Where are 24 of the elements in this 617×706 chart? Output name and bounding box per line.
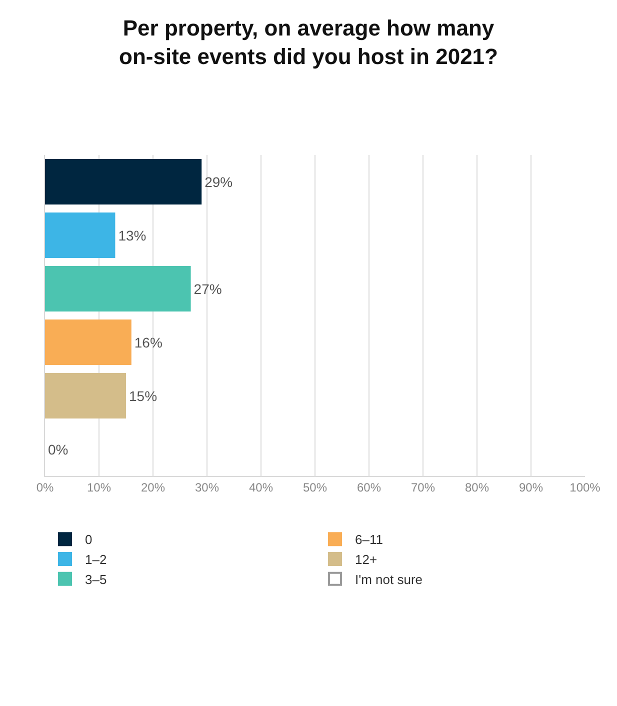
x-tick-label: 10% bbox=[86, 480, 112, 494]
data-label: 13% bbox=[118, 227, 146, 244]
x-tick-label: 0% bbox=[36, 480, 54, 494]
x-tick-label: 70% bbox=[410, 480, 436, 494]
legend-label: I'm not sure bbox=[355, 572, 423, 587]
legend-label: 3–5 bbox=[85, 572, 107, 587]
x-tick-label: 100% bbox=[570, 480, 601, 494]
x-tick-label: 90% bbox=[518, 480, 544, 494]
data-label: 0% bbox=[48, 441, 68, 458]
data-label: 16% bbox=[134, 334, 162, 350]
chart-title: Per property, on average how many on-site events did you host in 2021? bbox=[119, 15, 498, 69]
legend-label: 1–2 bbox=[85, 552, 107, 568]
legend-label: 6–11 bbox=[355, 532, 383, 548]
legend-label: 0 bbox=[85, 532, 92, 548]
x-tick-label: 20% bbox=[140, 480, 166, 494]
x-tick-label: 50% bbox=[302, 480, 328, 494]
data-label: 27% bbox=[194, 280, 222, 297]
x-tick-label: 60% bbox=[356, 480, 382, 494]
data-label: 29% bbox=[204, 174, 233, 190]
legend-label: 12+ bbox=[355, 552, 378, 568]
x-tick-label: 80% bbox=[464, 480, 490, 494]
x-tick-label: 40% bbox=[248, 480, 274, 494]
x-tick-label: 30% bbox=[194, 480, 220, 494]
data-label: 15% bbox=[129, 388, 158, 404]
